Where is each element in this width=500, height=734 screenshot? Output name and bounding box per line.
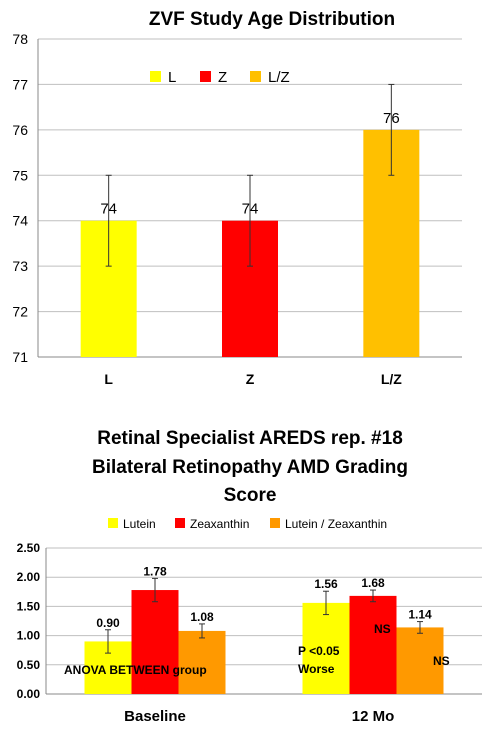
y-axis-ticks: 71 72 73 74 75 76 77 78 (12, 31, 28, 365)
data-label: 76 (383, 110, 400, 127)
annotation-p-value: P <0.05 (298, 644, 340, 658)
data-label: 1.08 (190, 610, 214, 624)
chart-title: ZVF Study Age Distribution (149, 9, 395, 30)
y-tick-label: 71 (12, 349, 28, 365)
annotation-anova: ANOVA BETWEEN group (64, 663, 207, 677)
data-label: 1.68 (361, 576, 385, 590)
y-tick-label: 72 (12, 304, 28, 320)
bar-lutein-zeaxanthin (178, 630, 226, 694)
y-tick-label: 76 (12, 122, 28, 138)
data-labels: 74 74 76 (100, 110, 399, 218)
legend-swatch (150, 71, 161, 82)
legend-swatch (200, 71, 211, 82)
bar-lutein-zeaxanthin (396, 627, 444, 694)
bar-zeaxanthin (131, 590, 179, 694)
legend-swatch (108, 518, 118, 528)
legend-label: Lutein (123, 517, 156, 531)
annotation-worse: Worse (298, 662, 335, 676)
annotation-ns: NS (433, 654, 450, 668)
y-tick-label: 78 (12, 31, 28, 47)
bar-zeaxanthin (349, 595, 397, 694)
legend: Lutein Zeaxanthin Lutein / Zeaxanthin (108, 517, 387, 531)
x-axis-ticks: L Z L/Z (104, 371, 402, 387)
x-axis-ticks: Baseline 12 Mo (124, 708, 394, 725)
legend-swatch (270, 518, 280, 528)
data-label: 1.78 (143, 564, 167, 578)
y-tick-label: 73 (12, 258, 28, 274)
data-label: 1.14 (408, 608, 432, 622)
chart-title-line-2: Bilateral Retinopathy AMD Grading (92, 457, 408, 478)
annotation-ns: NS (374, 622, 391, 636)
annotations: ANOVA BETWEEN group P <0.05 Worse NS NS (64, 622, 450, 677)
legend-swatch (175, 518, 185, 528)
y-tick-label: 0.50 (17, 658, 41, 672)
legend-swatch (250, 71, 261, 82)
legend-label: Z (218, 69, 227, 86)
x-tick-label: Baseline (124, 708, 186, 725)
y-tick-label: 0.00 (17, 687, 41, 701)
x-tick-label: 12 Mo (352, 708, 395, 725)
legend-label: L (168, 69, 176, 86)
data-label: 1.56 (314, 577, 338, 591)
bar-lutein (302, 602, 350, 694)
legend-label: L/Z (268, 69, 290, 86)
chart-title-line-1: Retinal Specialist AREDS rep. #18 (97, 428, 403, 449)
data-label: 74 (242, 201, 259, 218)
y-tick-label: 2.50 (17, 541, 41, 555)
legend: L Z L/Z (150, 69, 290, 86)
x-tick-label: L/Z (381, 371, 402, 387)
legend-label: Zeaxanthin (190, 517, 249, 531)
y-tick-label: 2.00 (17, 570, 41, 584)
data-labels: 0.90 1.56 1.78 1.68 1.08 1.14 (96, 564, 432, 629)
x-tick-label: L (104, 371, 113, 387)
bars (84, 590, 444, 694)
y-tick-label: 1.00 (17, 629, 41, 643)
legend-label: Lutein / Zeaxanthin (285, 517, 387, 531)
error-bars (105, 577, 423, 654)
x-tick-label: Z (246, 371, 255, 387)
y-axis-ticks: 0.00 0.50 1.00 1.50 2.00 2.50 (17, 541, 41, 701)
y-tick-label: 74 (12, 213, 28, 229)
y-tick-label: 1.50 (17, 599, 41, 613)
data-label: 0.90 (96, 616, 120, 630)
y-tick-label: 75 (12, 167, 28, 183)
error-bars (105, 83, 395, 267)
y-tick-label: 77 (12, 76, 28, 92)
age-distribution-chart: ZVF Study Age Distribution 7172737475767… (12, 9, 462, 387)
chart-title-line-3: Score (224, 485, 277, 506)
data-label: 74 (100, 201, 117, 218)
amd-grading-chart: Retinal Specialist AREDS rep. #18 Bilate… (17, 428, 482, 725)
